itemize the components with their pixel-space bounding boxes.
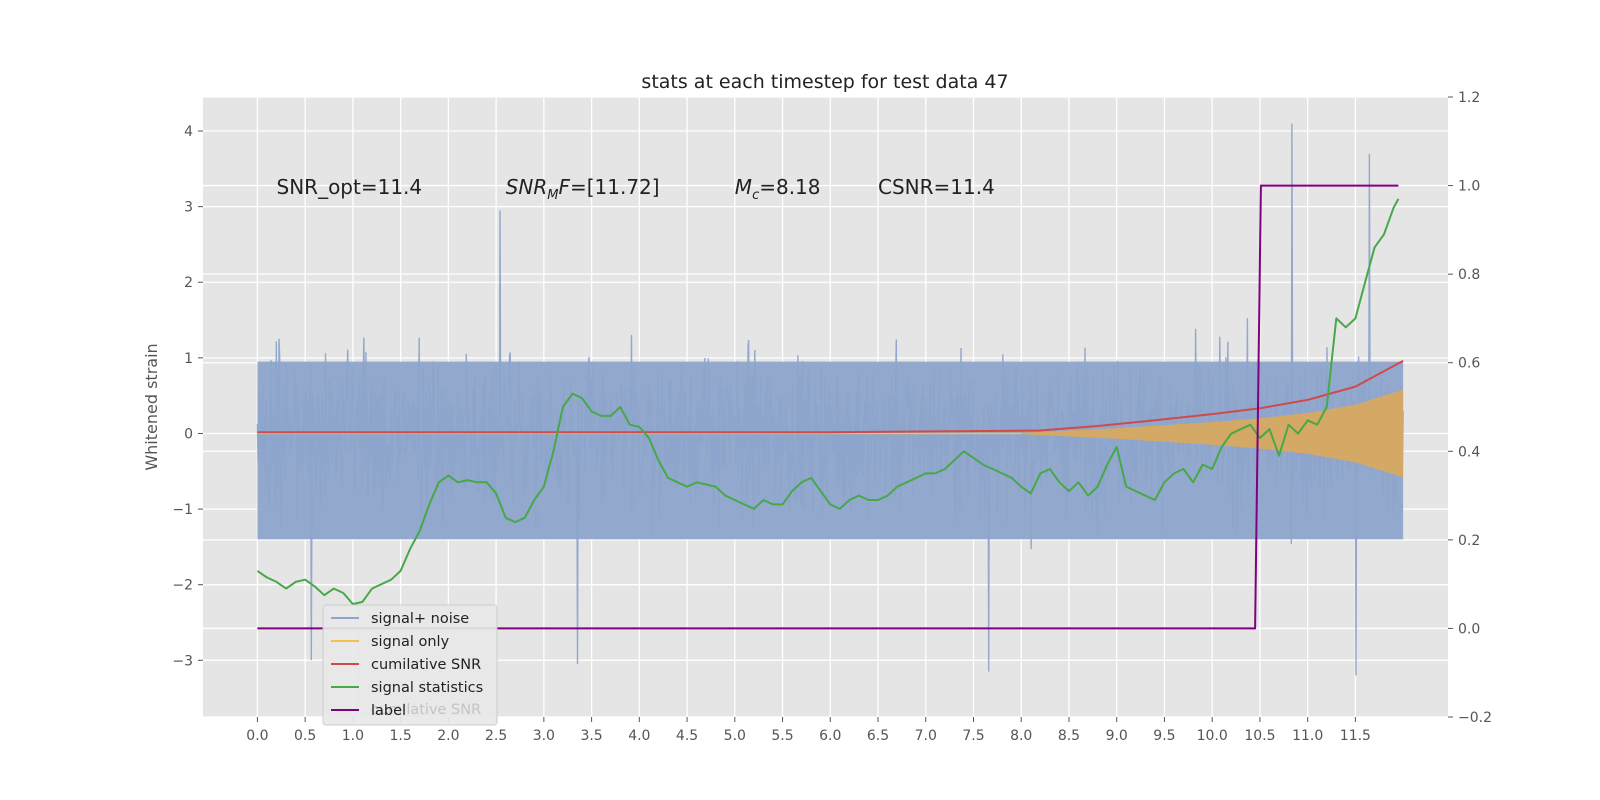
x-tick-label: 5.5 <box>771 728 793 744</box>
x-tick-label: 4.5 <box>676 728 698 744</box>
signal-only-series <box>257 389 1404 478</box>
annotation-subscript: M <box>547 188 558 203</box>
axes: 0.0 0.5 1.0 1.5 2.0 2.5 3.0 3.5 4.0 4.5 5.0 5.5 6.0 6… <box>172 90 1492 744</box>
x-tick-label: 3.5 <box>580 728 602 744</box>
y2-tick-label: 1.2 <box>1458 90 1480 106</box>
x-tick-label: 1.0 <box>342 728 364 744</box>
y-tick-label: −2 <box>172 578 193 594</box>
y2-tick-label: −0.2 <box>1458 710 1492 726</box>
y-tick-label: 4 <box>184 124 193 140</box>
x-tick-label: 1.5 <box>390 728 412 744</box>
y-tick-label: −1 <box>172 502 193 518</box>
y2-tick-label: 0.8 <box>1458 267 1480 283</box>
annotation-1: SNR_opt=11.4 <box>277 175 423 199</box>
annotation-4: CSNR=11.4 <box>878 175 995 199</box>
x-tick-label: 0.0 <box>246 728 268 744</box>
x-tick-label: 3.0 <box>533 728 555 744</box>
legend: cumilative SNR signal+ noise signal only cu… <box>322 604 498 726</box>
y-axis-label: Whitened strain <box>142 343 161 470</box>
legend-label-3: cumilative SNR <box>371 657 481 673</box>
x-tick-label: 11.0 <box>1292 728 1323 744</box>
x-tick-label: 6.0 <box>819 728 841 744</box>
x-tick-label: 10.5 <box>1244 728 1275 744</box>
x-tick-label: 11.5 <box>1340 728 1371 744</box>
y2-tick-label: 0.0 <box>1458 621 1480 637</box>
y2-tick-label: 0.2 <box>1458 533 1480 549</box>
signal-statistics-line <box>256 198 1400 606</box>
annotation-prefix: SNR <box>506 175 548 199</box>
y-tick-label: 3 <box>184 200 193 216</box>
annotation-suffix: F=[11.72] <box>558 175 659 199</box>
y-tick-label: 1 <box>184 351 193 367</box>
y-tick-label: 0 <box>184 426 193 442</box>
legend-label-5: label <box>371 703 406 719</box>
label-line <box>257 184 1399 630</box>
x-tick-label: 9.0 <box>1106 728 1128 744</box>
signal-noise-series <box>256 123 1404 676</box>
annotation-subscript: c <box>752 188 759 203</box>
y-tick-label: −3 <box>172 653 193 669</box>
legend-ghost-text: cumilative SNR <box>371 702 481 718</box>
x-tick-label: 8.0 <box>1010 728 1032 744</box>
y2-tick-label: 1.0 <box>1458 179 1480 195</box>
annotations: SNR_opt=11.4 SNRMF=[11.72] Mc=8.18 CSNR=11.… <box>277 175 995 203</box>
annotation-prefix: SNR_opt=11.4 <box>277 175 423 199</box>
signal-noise-line <box>256 123 1404 676</box>
x-tick-label: 4.0 <box>628 728 650 744</box>
legend-label-4: signal statistics <box>371 680 483 696</box>
x-tick-label: 2.0 <box>437 728 459 744</box>
right-axis-series <box>256 184 1404 630</box>
y2-tick-label: 0.6 <box>1458 356 1480 372</box>
annotation-prefix: CSNR=11.4 <box>878 175 995 199</box>
cumulative-snr-line <box>257 360 1404 434</box>
legend-box <box>322 604 498 726</box>
x-tick-label: 7.0 <box>915 728 937 744</box>
x-tick-label: 0.5 <box>294 728 316 744</box>
legend-label-2: signal only <box>371 634 450 650</box>
y2-tick-label: 0.4 <box>1458 444 1480 460</box>
x-tick-label: 2.5 <box>485 728 507 744</box>
legend-label-1: signal+ noise <box>371 611 469 627</box>
annotation-suffix-italic: F <box>558 175 570 199</box>
annotation-3: Mc=8.18 <box>735 175 821 203</box>
annotation-suffix: =8.18 <box>759 175 820 199</box>
annotation-2: SNRMF=[11.72] <box>506 175 660 203</box>
x-tick-label: 7.5 <box>962 728 984 744</box>
x-tick-label: 8.5 <box>1058 728 1080 744</box>
chart-title: stats at each timestep for test data 47 <box>641 71 1008 93</box>
y-tick-label: 2 <box>184 275 193 291</box>
x-tick-label: 5.0 <box>724 728 746 744</box>
x-tick-label: 6.5 <box>867 728 889 744</box>
x-tick-label: 9.5 <box>1153 728 1175 744</box>
annotation-prefix: M <box>735 175 752 199</box>
x-tick-label: 10.0 <box>1197 728 1228 744</box>
annotation-suffix-rest: =[11.72] <box>570 175 660 199</box>
